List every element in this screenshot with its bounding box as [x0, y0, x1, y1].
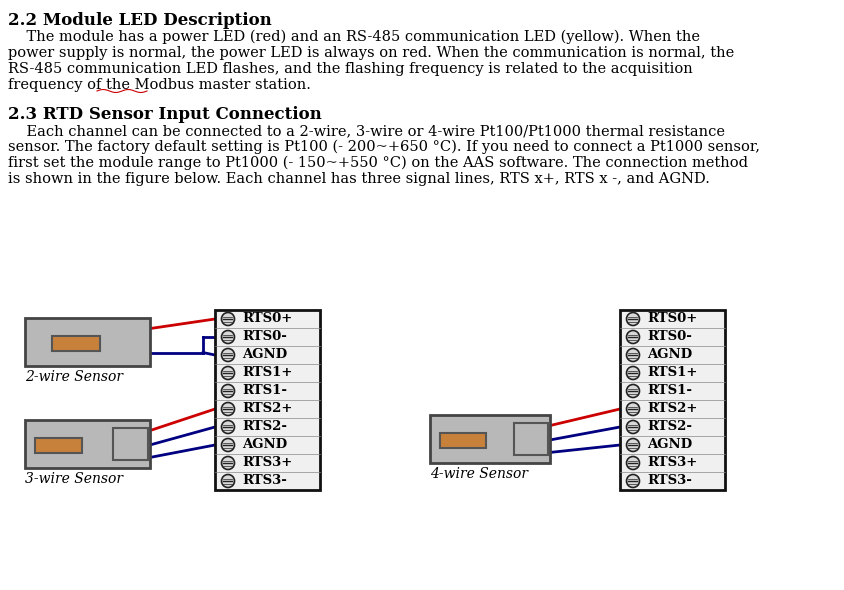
Circle shape — [221, 330, 235, 343]
Circle shape — [221, 366, 235, 379]
Circle shape — [221, 438, 235, 451]
Text: RS-485 communication LED flashes, and the flashing frequency is related to the a: RS-485 communication LED flashes, and th… — [8, 62, 692, 76]
Text: 2-wire Sensor: 2-wire Sensor — [25, 370, 123, 384]
Bar — [25, 318, 150, 366]
Bar — [52, 336, 100, 350]
Text: AGND: AGND — [647, 349, 691, 362]
Bar — [214, 310, 320, 490]
Circle shape — [221, 349, 235, 362]
Text: 3-wire Sensor: 3-wire Sensor — [25, 472, 123, 486]
Text: RTS2+: RTS2+ — [241, 402, 292, 415]
Text: first set the module range to Pt1000 (- 150~+550 °C) on the AAS software. The co: first set the module range to Pt1000 (- … — [8, 156, 747, 171]
Text: RTS1-: RTS1- — [647, 385, 691, 398]
Text: AGND: AGND — [241, 438, 287, 451]
Text: RTS0-: RTS0- — [241, 330, 286, 343]
Text: power supply is normal, the power LED is always on red. When the communication i: power supply is normal, the power LED is… — [8, 46, 733, 60]
Text: frequency of the Modbus master station.: frequency of the Modbus master station. — [8, 78, 311, 92]
Circle shape — [221, 457, 235, 470]
Text: is shown in the figure below. Each channel has three signal lines, RTS x+, RTS x: is shown in the figure below. Each chann… — [8, 172, 709, 186]
Text: Each channel can be connected to a 2-wire, 3-wire or 4-wire Pt100/Pt1000 thermal: Each channel can be connected to a 2-wir… — [8, 124, 724, 138]
Text: RTS1+: RTS1+ — [241, 366, 292, 379]
Circle shape — [625, 457, 639, 470]
Circle shape — [625, 402, 639, 415]
Text: AGND: AGND — [241, 349, 287, 362]
Circle shape — [625, 438, 639, 451]
Circle shape — [625, 385, 639, 398]
Bar — [113, 428, 148, 460]
Text: The module has a power LED (red) and an RS-485 communication LED (yellow). When : The module has a power LED (red) and an … — [8, 30, 699, 44]
Bar — [440, 433, 485, 448]
Bar — [25, 420, 150, 468]
Bar — [619, 310, 724, 490]
Text: RTS0-: RTS0- — [647, 330, 691, 343]
Text: RTS3-: RTS3- — [647, 474, 691, 487]
Circle shape — [625, 421, 639, 434]
Text: RTS1-: RTS1- — [241, 385, 287, 398]
Text: RTS3+: RTS3+ — [241, 457, 292, 470]
Text: RTS0+: RTS0+ — [647, 313, 696, 326]
Text: sensor. The factory default setting is Pt100 (- 200~+650 °C). If you need to con: sensor. The factory default setting is P… — [8, 140, 759, 155]
Bar — [35, 438, 83, 453]
Text: RTS3+: RTS3+ — [647, 457, 696, 470]
Text: RTS3-: RTS3- — [241, 474, 286, 487]
Circle shape — [221, 313, 235, 326]
Circle shape — [221, 421, 235, 434]
Text: RTS2-: RTS2- — [241, 421, 287, 434]
Circle shape — [625, 330, 639, 343]
Text: AGND: AGND — [647, 438, 691, 451]
Text: 2.2 Module LED Description: 2.2 Module LED Description — [8, 12, 272, 29]
Circle shape — [625, 474, 639, 487]
Text: RTS2+: RTS2+ — [647, 402, 696, 415]
Circle shape — [625, 349, 639, 362]
Bar — [430, 415, 549, 463]
Text: RTS0+: RTS0+ — [241, 313, 292, 326]
Text: RTS2-: RTS2- — [647, 421, 691, 434]
Text: 4-wire Sensor: 4-wire Sensor — [430, 467, 528, 481]
Bar — [514, 424, 548, 455]
Circle shape — [221, 385, 235, 398]
Circle shape — [625, 366, 639, 379]
Circle shape — [625, 313, 639, 326]
Circle shape — [221, 402, 235, 415]
Text: 2.3 RTD Sensor Input Connection: 2.3 RTD Sensor Input Connection — [8, 106, 322, 123]
Text: RTS1+: RTS1+ — [647, 366, 696, 379]
Circle shape — [221, 474, 235, 487]
